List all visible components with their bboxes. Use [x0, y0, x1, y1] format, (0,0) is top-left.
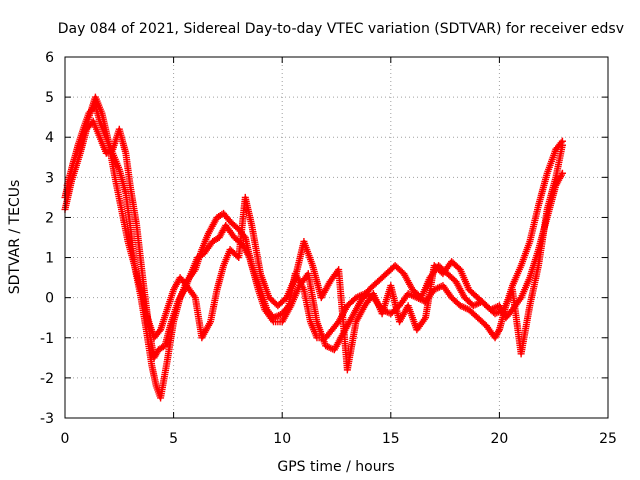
- data-point: [155, 327, 163, 335]
- plot-frame: [64, 56, 609, 419]
- series-track-b: [61, 117, 566, 362]
- y-tick-label: -1: [40, 331, 54, 347]
- y-tick-label: 5: [45, 90, 54, 106]
- x-tick-label: 15: [382, 431, 400, 447]
- x-tick-label: 5: [169, 431, 178, 447]
- data-point: [558, 141, 566, 149]
- x-axis-label: GPS time / hours: [277, 459, 394, 475]
- y-tick-label: 0: [45, 291, 54, 307]
- grid-layer: [65, 57, 608, 418]
- y-tick-label: -2: [40, 371, 54, 387]
- x-tick-label: 25: [599, 431, 617, 447]
- x-tick-label: 10: [273, 431, 291, 447]
- chart-title: Day 084 of 2021, Sidereal Day-to-day VTE…: [58, 21, 624, 37]
- x-tick-label: 0: [61, 431, 70, 447]
- y-tick-label: 2: [45, 210, 54, 226]
- y-tick-label: 6: [45, 50, 54, 66]
- data-layer: [61, 93, 566, 402]
- y-tick-label: 3: [45, 170, 54, 186]
- y-tick-label: -3: [40, 411, 54, 427]
- data-point: [495, 327, 503, 335]
- series-track-c: [63, 93, 566, 374]
- tick-layer: -3 -2 -1 0 1 2 3 4 5 6 0 5 10 15 20 25: [40, 50, 617, 447]
- y-axis-label: SDTVAR / TECUs: [7, 180, 23, 295]
- y-tick-label: 1: [45, 251, 54, 267]
- x-tick-label: 20: [490, 431, 508, 447]
- y-tick-label: 4: [45, 130, 54, 146]
